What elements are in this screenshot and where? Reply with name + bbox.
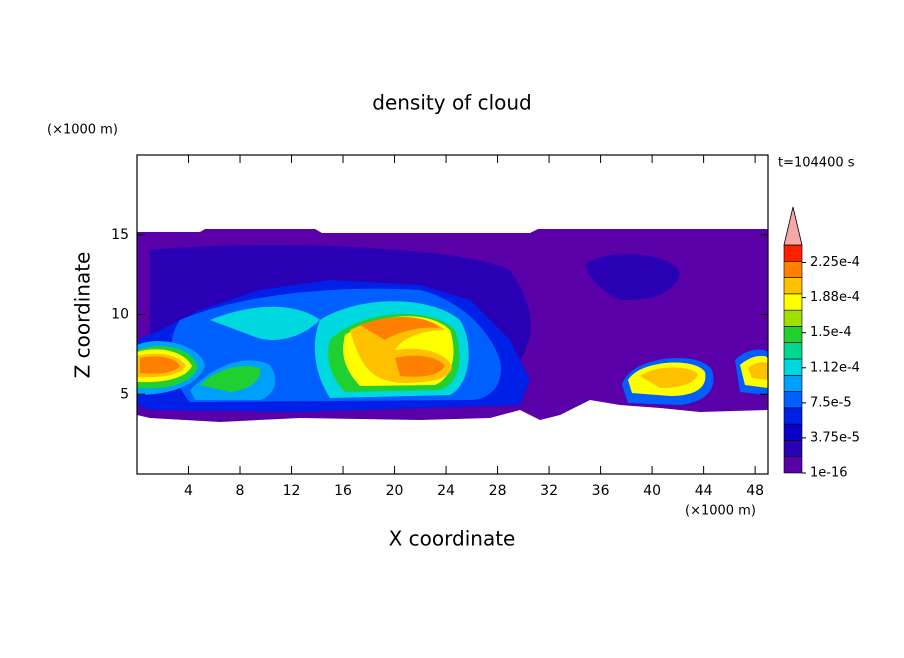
x-tick-label: 48 xyxy=(746,483,764,499)
colorbar-band xyxy=(783,293,803,311)
colorbar-band xyxy=(783,277,803,295)
x-tick-label: 32 xyxy=(540,483,558,499)
colorbar-tick-label: 1.5e-4 xyxy=(810,325,852,340)
annotation: t=104400 s xyxy=(778,156,855,171)
colorbar-tick-label: 1.12e-4 xyxy=(810,360,860,375)
x-tick-label: 44 xyxy=(695,483,713,499)
x-tick-label: 4 xyxy=(184,483,193,499)
colorbar-band xyxy=(783,326,803,344)
colorbar-band xyxy=(783,342,803,360)
colorbar-tick-label: 1e-16 xyxy=(810,466,848,481)
colorbar-band xyxy=(783,440,803,458)
colorbar-extend xyxy=(783,206,803,246)
y-tick-label: 15 xyxy=(111,227,129,243)
colorbar-tick-label: 1.88e-4 xyxy=(810,290,860,305)
x-tick-label: 36 xyxy=(592,483,610,499)
colorbar-tick-label: 2.25e-4 xyxy=(810,255,860,270)
colorbar-band xyxy=(783,309,803,327)
x-tick-label: 40 xyxy=(643,483,661,499)
colorbar-tick-label: 7.5e-5 xyxy=(810,395,852,410)
x-unit: (×1000 m) xyxy=(685,504,756,519)
colorbar-band xyxy=(783,423,803,441)
x-tick-label: 16 xyxy=(334,483,352,499)
y-unit: (×1000 m) xyxy=(47,123,118,138)
colorbar-tick-label: 3.75e-5 xyxy=(810,430,860,445)
x-tick-label: 12 xyxy=(283,483,301,499)
x-tick-label: 24 xyxy=(437,483,455,499)
y-tick-label: 5 xyxy=(120,386,129,402)
contour-field xyxy=(137,229,768,422)
y-tick-label: 10 xyxy=(111,307,129,323)
x-tick-label: 20 xyxy=(386,483,404,499)
colorbar-band xyxy=(783,358,803,376)
colorbar-band xyxy=(783,407,803,425)
colorbar-band xyxy=(783,260,803,278)
x-tick-label: 28 xyxy=(489,483,507,499)
x-tick-label: 8 xyxy=(236,483,245,499)
y-axis-label: Z coordinate xyxy=(71,252,95,379)
chart-title: density of cloud xyxy=(372,91,531,115)
colorbar-band xyxy=(783,456,803,474)
x-axis-label: X coordinate xyxy=(389,527,516,551)
colorbar-band xyxy=(783,391,803,409)
colorbar-band xyxy=(783,374,803,392)
colorbar-band xyxy=(783,244,803,262)
